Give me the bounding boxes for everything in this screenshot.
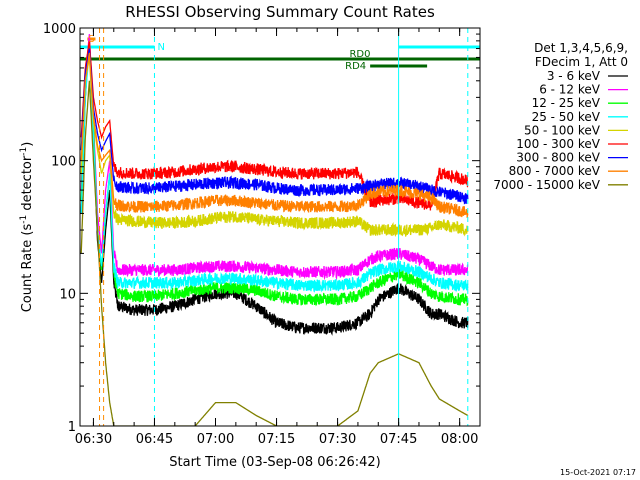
legend-entry-label: 50 - 100 keV [524,123,601,137]
x-axis-label: Start Time (03-Sep-08 06:26:42) [169,455,380,470]
x-tick-label: 07:30 [319,432,356,447]
x-tick-label: 07:00 [197,432,234,447]
legend-entry-label: 7000 - 15000 keV [493,178,600,192]
y-axis-label-exponent-2: -1 [19,147,29,156]
series-line [80,57,469,238]
legend-entry-label: 25 - 50 keV [532,110,601,124]
y-axis-label: Count Rate (s-1 detector-1) [19,142,35,313]
generation-timestamp: 15-Oct-2021 07:17 [560,468,636,477]
legend-entry-label: 6 - 12 keV [539,83,601,97]
x-tick-label: 06:45 [136,432,173,447]
flag-label: N [157,42,164,53]
series-line [80,48,469,293]
y-axis-label-start: Count Rate (s [20,224,35,313]
x-axis: 06:30 06:45 07:00 07:15 07:30 07:45 08:00 [75,28,481,447]
series-group [80,34,469,426]
legend-entry-label: 800 - 7000 keV [509,164,601,178]
series-line [80,34,469,281]
x-tick-label: 08:00 [441,432,478,447]
flag-label: RD4 [345,61,366,72]
plot-frame [79,27,481,427]
legend-header-line-2: FDecim 1, Att 0 [535,55,628,69]
flag-label: S [88,34,94,45]
series-line [80,40,469,307]
series-line [80,40,469,336]
flag-bars [80,37,480,68]
y-tick-label: 1000 [43,22,76,37]
legend-entry-label: 3 - 6 keV [547,69,601,83]
y-tick-label: 10 [59,287,76,302]
y-tick-label: 1 [68,420,76,435]
y-axis: 1 10 100 1000 [43,22,480,435]
series-line [80,80,469,426]
legend-entry-label: 100 - 300 keV [516,137,600,151]
series-line [80,48,469,205]
x-tick-label: 07:15 [258,432,295,447]
series-line [80,52,469,218]
vertical-markers [80,28,469,426]
legend-entry-label: 12 - 25 keV [532,96,601,110]
legend-entry-label: 300 - 800 keV [516,151,600,165]
y-axis-label-end: ) [20,142,35,147]
y-axis-label-middle: detector [20,155,35,215]
y-tick-label: 100 [51,155,76,170]
legend: Det 1,3,4,5,6,9, FDecim 1, Att 0 3 - 6 k… [493,41,628,192]
legend-header-line-1: Det 1,3,4,5,6,9, [534,41,628,55]
chart-title: RHESSI Observing Summary Count Rates [125,3,435,21]
flag-label: RD0 [349,49,370,60]
x-tick-label: 06:30 [75,432,112,447]
y-axis-label-exponent-1: -1 [19,215,29,224]
x-tick-label: 07:45 [380,432,417,447]
